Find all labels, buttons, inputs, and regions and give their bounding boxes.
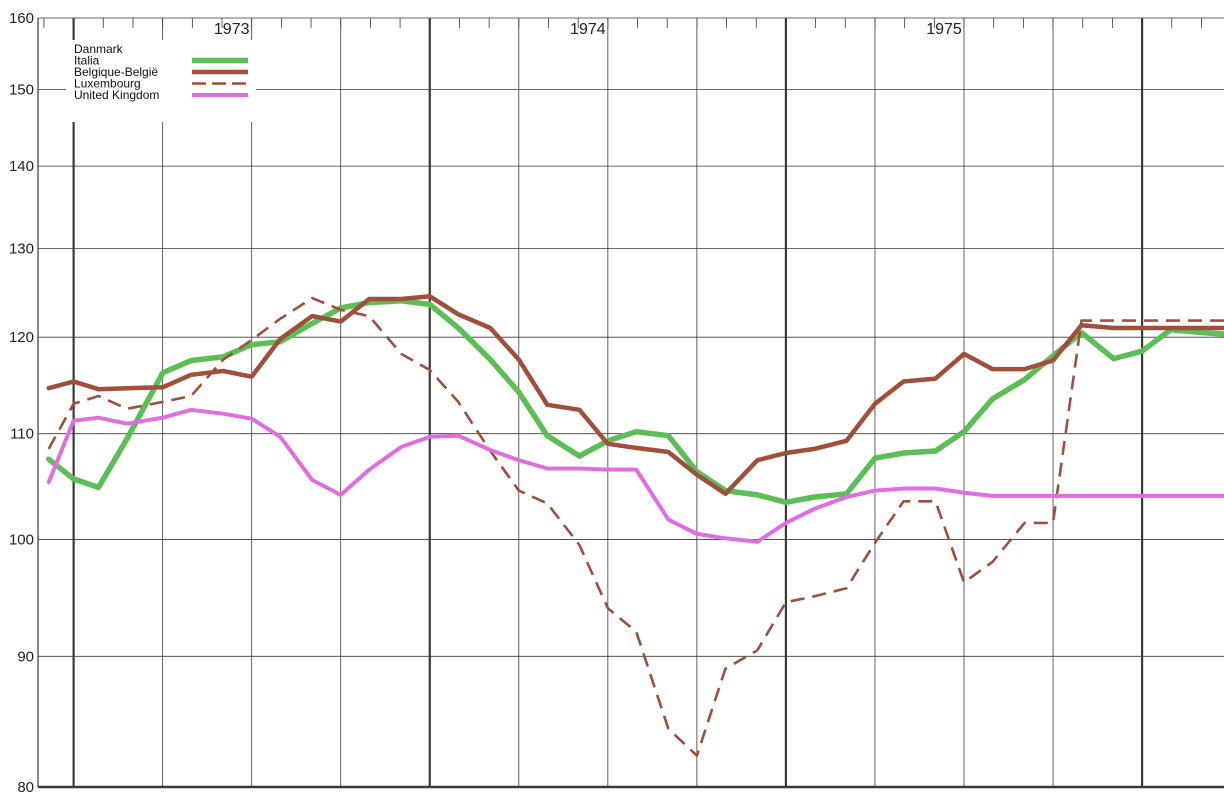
- series-line-belgique-belgi-: [46, 294, 1224, 497]
- series-line-luxembourg: [47, 296, 1224, 757]
- y-axis-tick-labels: 80 90 100 110 120 130 140 150 160: [9, 10, 34, 793]
- y-tick-label: 130: [9, 240, 34, 257]
- year-label: 1973: [214, 21, 250, 38]
- year-labels: 1973197419751976: [214, 21, 962, 38]
- legend: DanmarkItaliaBelgique-BelgiëLuxembourgUn…: [66, 40, 256, 122]
- series-line-italia: [45, 298, 1224, 506]
- y-tick-label: 160: [9, 10, 34, 27]
- y-tick-label: 120: [9, 329, 34, 346]
- series-line-united-kingdom: [46, 407, 1224, 544]
- y-tick-label: 80: [17, 779, 34, 793]
- year-label: 1975: [926, 21, 962, 38]
- legend-label: Belgique-België: [74, 65, 158, 79]
- month-ticks: [43, 18, 1202, 28]
- legend-label: Danmark: [74, 42, 124, 56]
- series-lines: [45, 294, 1224, 757]
- y-tick-label: 90: [17, 648, 34, 665]
- y-tick-label: 100: [9, 531, 34, 548]
- legend-label: United Kingdom: [74, 88, 159, 102]
- legend-label: Italia: [74, 54, 100, 68]
- legend-label: Luxembourg: [74, 77, 141, 91]
- year-label: 1974: [570, 21, 606, 38]
- y-tick-label: 150: [9, 82, 34, 99]
- y-tick-label: 110: [10, 426, 34, 443]
- legend-background: [66, 40, 256, 122]
- y-tick-label: 140: [9, 158, 34, 175]
